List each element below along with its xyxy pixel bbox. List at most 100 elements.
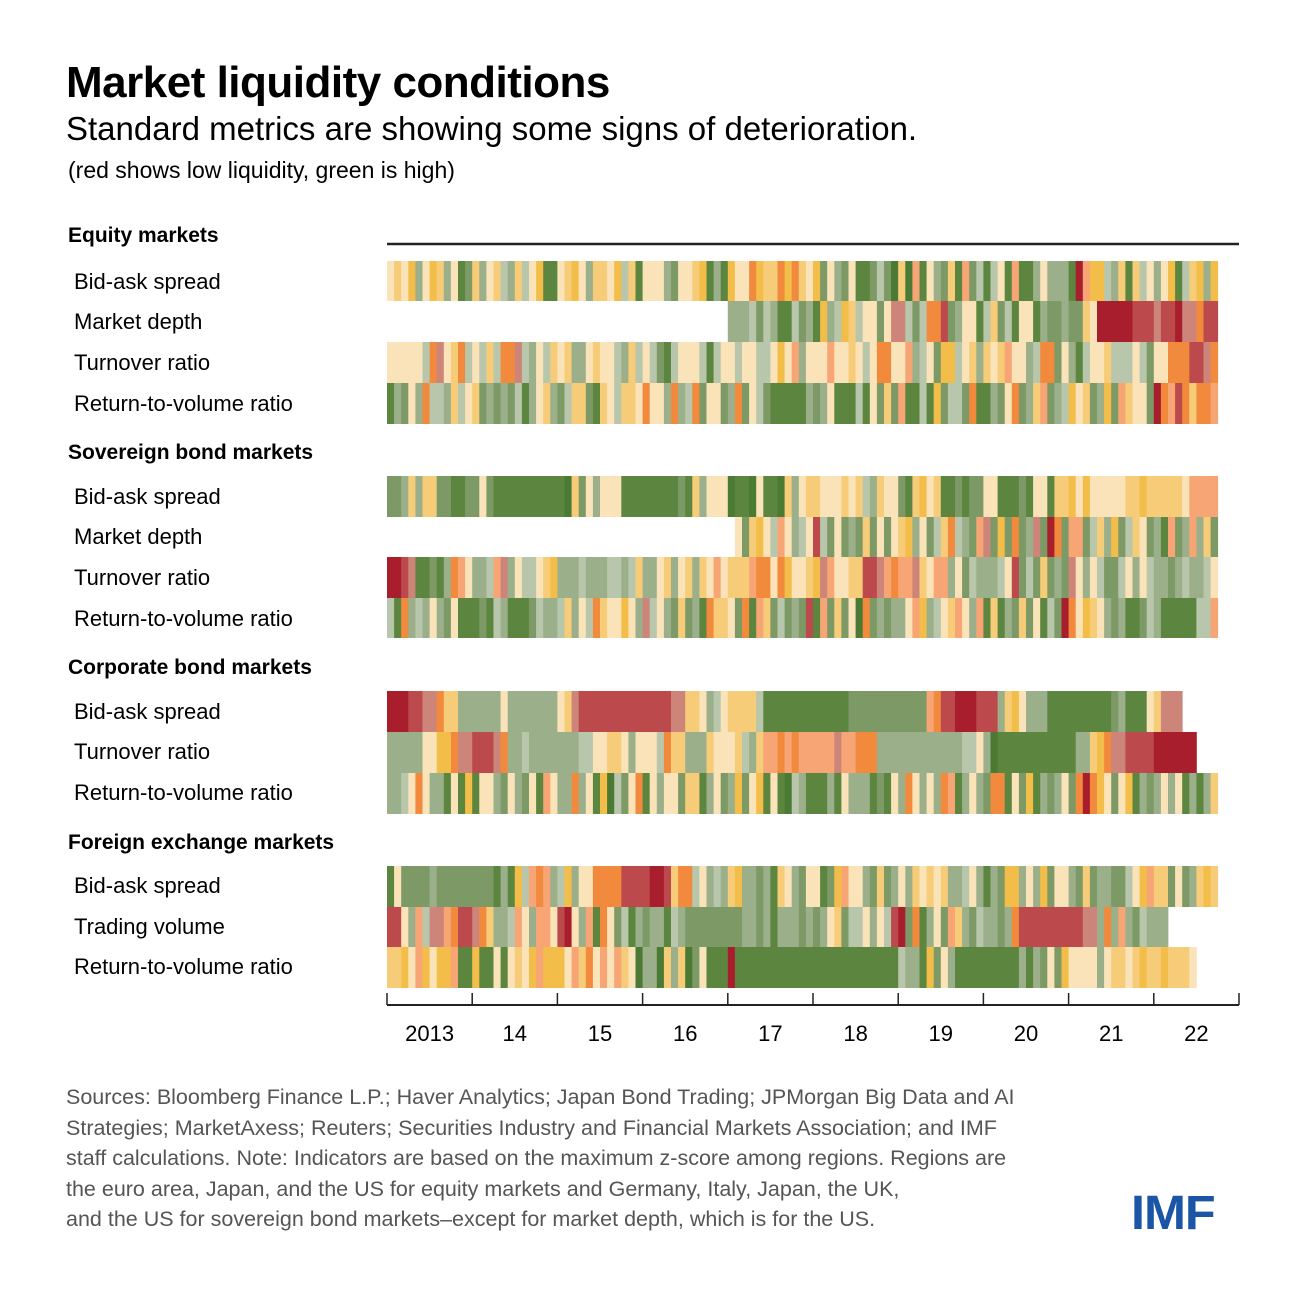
heatmap-cell — [465, 732, 473, 773]
heatmap-cell — [955, 866, 963, 907]
heatmap-cell — [997, 557, 1006, 598]
heatmap-cell — [976, 301, 984, 342]
heatmap-cell — [898, 907, 906, 947]
heatmap-cell — [1054, 598, 1062, 638]
heatmap-cell — [422, 866, 430, 907]
heatmap-cell — [734, 907, 743, 947]
heatmap-cell — [678, 732, 686, 773]
heatmap-cell — [536, 691, 544, 732]
heatmap-cell — [486, 598, 494, 638]
heatmap-cell — [635, 383, 643, 424]
heatmap-cell — [649, 261, 658, 301]
heatmap-cell — [585, 866, 594, 907]
heatmap-cell — [1182, 866, 1190, 907]
heatmap-cell — [458, 342, 466, 383]
heatmap-cell — [1189, 947, 1197, 988]
heatmap-cell — [1168, 732, 1176, 773]
heatmap-cell — [955, 342, 963, 383]
heatmap-cell — [983, 557, 991, 598]
heatmap-cell — [784, 301, 793, 342]
heatmap-cell — [600, 476, 608, 517]
heatmap-cell — [564, 383, 572, 424]
heatmap-cell — [1118, 517, 1126, 557]
heatmap-cell — [649, 342, 658, 383]
x-tick-label: 18 — [843, 1021, 867, 1046]
heatmap-cell — [1203, 773, 1211, 814]
heatmap-cell — [1089, 732, 1098, 773]
heatmap-cell — [1153, 773, 1162, 814]
heatmap-cell — [947, 907, 956, 947]
heatmap-cell — [550, 732, 558, 773]
heatmap-cell — [514, 691, 523, 732]
heatmap-cell — [521, 557, 530, 598]
heatmap-cell — [869, 476, 878, 517]
heatmap-cell — [756, 732, 764, 773]
heatmap-cell — [969, 773, 977, 814]
heatmap-cell — [1026, 557, 1034, 598]
heatmap-cell — [529, 947, 537, 988]
heatmap-cell — [401, 773, 409, 814]
heatmap-cell — [820, 866, 828, 907]
heatmap-cell — [1047, 517, 1055, 557]
heatmap-cell — [912, 598, 920, 638]
heatmap-cell — [678, 557, 686, 598]
heatmap-cell — [493, 598, 501, 638]
heatmap-cell — [855, 907, 864, 947]
heatmap-cell — [734, 383, 743, 424]
heatmap-cell — [834, 598, 842, 638]
heatmap-cell — [791, 301, 800, 342]
heatmap-cell — [387, 773, 395, 814]
heatmap-cell — [997, 773, 1006, 814]
heatmap-cell — [692, 557, 700, 598]
heatmap-cell — [486, 476, 494, 517]
heatmap-cell — [983, 773, 991, 814]
heatmap-cell — [997, 907, 1006, 947]
heatmap-cell — [394, 907, 402, 947]
heatmap-cell — [443, 691, 452, 732]
heatmap-cell — [607, 557, 615, 598]
heatmap-cell — [855, 301, 864, 342]
heatmap-cell — [990, 866, 998, 907]
heatmap-cell — [848, 773, 856, 814]
heatmap-cell — [976, 773, 984, 814]
heatmap-cell — [401, 907, 409, 947]
heatmap-cell — [465, 907, 473, 947]
heatmap-cell — [529, 598, 537, 638]
heatmap-cell — [1082, 691, 1091, 732]
heatmap-cell — [1146, 773, 1155, 814]
heatmap-cell — [1033, 342, 1041, 383]
heatmap-cell — [486, 261, 494, 301]
heatmap-cell — [656, 598, 665, 638]
heatmap-cell — [1104, 342, 1112, 383]
heatmap-cell — [408, 261, 416, 301]
heatmap-cell — [493, 691, 501, 732]
heatmap-cell — [891, 517, 899, 557]
heatmap-cell — [607, 773, 615, 814]
heatmap-cell — [614, 383, 622, 424]
heatmap-cell — [422, 732, 430, 773]
heatmap-cell — [784, 598, 793, 638]
heatmap-cell — [905, 907, 913, 947]
heatmap-cell — [557, 773, 565, 814]
heatmap-cell — [1040, 261, 1048, 301]
heatmap-cell — [493, 773, 501, 814]
heatmap-cell — [983, 517, 991, 557]
heatmap-cell — [1004, 866, 1013, 907]
heatmap-cell — [600, 947, 608, 988]
heatmap-cell — [1118, 947, 1126, 988]
heatmap-cell — [1075, 866, 1084, 907]
heatmap-cell — [663, 691, 672, 732]
heatmap-cell — [1139, 691, 1148, 732]
heatmap-cell — [912, 557, 920, 598]
heatmap-cell — [805, 557, 814, 598]
heatmap-cell — [1160, 557, 1169, 598]
heatmap-cell — [656, 476, 665, 517]
heatmap-cell — [777, 383, 785, 424]
heatmap-cell — [1018, 517, 1027, 557]
heatmap-cell — [1054, 261, 1062, 301]
heatmap-cell — [642, 773, 651, 814]
heatmap-cell — [976, 342, 984, 383]
heatmap-cell — [898, 732, 906, 773]
heatmap-cell — [848, 557, 856, 598]
heatmap-cell — [749, 598, 757, 638]
